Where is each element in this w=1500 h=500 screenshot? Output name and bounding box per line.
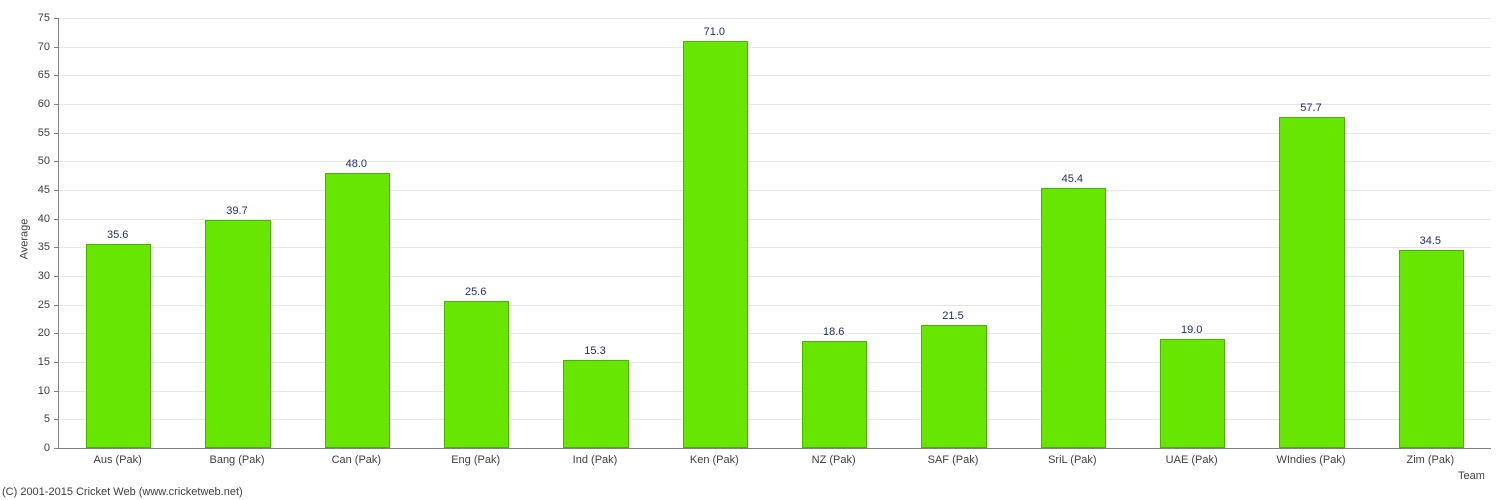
x-tick-label: Eng (Pak) (451, 454, 500, 466)
y-tick (54, 362, 58, 363)
y-tick (54, 276, 58, 277)
gridline (59, 133, 1491, 134)
bar-value-label: 34.5 (1420, 235, 1441, 247)
bar (325, 173, 391, 448)
y-tick-label: 10 (0, 385, 50, 397)
x-tick-label: SriL (Pak) (1048, 454, 1097, 466)
x-tick-label: WIndies (Pak) (1276, 454, 1345, 466)
y-tick (54, 419, 58, 420)
gridline (59, 333, 1491, 334)
x-tick-label: SAF (Pak) (928, 454, 979, 466)
gridline (59, 362, 1491, 363)
x-tick-label: NZ (Pak) (812, 454, 856, 466)
bar-value-label: 57.7 (1300, 102, 1321, 114)
y-tick-label: 70 (0, 41, 50, 53)
bar (86, 244, 152, 448)
y-tick-label: 75 (0, 12, 50, 24)
y-tick (54, 333, 58, 334)
bar-value-label: 25.6 (465, 286, 486, 298)
bar (921, 325, 987, 448)
y-tick (54, 247, 58, 248)
y-tick (54, 161, 58, 162)
gridline (59, 305, 1491, 306)
y-tick (54, 18, 58, 19)
y-tick (54, 448, 58, 449)
bar (444, 301, 510, 448)
y-tick-label: 50 (0, 155, 50, 167)
y-tick-label: 30 (0, 270, 50, 282)
bar-value-label: 35.6 (107, 229, 128, 241)
y-tick (54, 219, 58, 220)
y-tick (54, 47, 58, 48)
y-tick (54, 75, 58, 76)
y-tick-label: 25 (0, 299, 50, 311)
gridline (59, 104, 1491, 105)
x-tick-label: Aus (Pak) (94, 454, 142, 466)
y-tick (54, 391, 58, 392)
x-tick-label: Ind (Pak) (573, 454, 618, 466)
bar-value-label: 39.7 (226, 205, 247, 217)
gridline (59, 276, 1491, 277)
gridline (59, 18, 1491, 19)
copyright-text: (C) 2001-2015 Cricket Web (www.cricketwe… (2, 486, 243, 498)
x-tick-label: UAE (Pak) (1166, 454, 1218, 466)
x-tick-label: Bang (Pak) (209, 454, 264, 466)
y-tick-label: 5 (0, 413, 50, 425)
x-tick-label: Zim (Pak) (1406, 454, 1454, 466)
bar (1160, 339, 1226, 448)
bar (1041, 188, 1107, 448)
gridline (59, 219, 1491, 220)
chart-container: Average Team (C) 2001-2015 Cricket Web (… (0, 0, 1500, 500)
bar (563, 360, 629, 448)
bar-value-label: 15.3 (584, 345, 605, 357)
y-tick (54, 104, 58, 105)
y-tick (54, 190, 58, 191)
gridline (59, 391, 1491, 392)
y-tick-label: 65 (0, 69, 50, 81)
y-tick-label: 60 (0, 98, 50, 110)
x-tick-label: Can (Pak) (332, 454, 382, 466)
y-tick-label: 15 (0, 356, 50, 368)
gridline (59, 247, 1491, 248)
bar (205, 220, 271, 448)
y-tick-label: 55 (0, 127, 50, 139)
gridline (59, 419, 1491, 420)
y-tick-label: 20 (0, 327, 50, 339)
bar (802, 341, 868, 448)
bar (683, 41, 749, 448)
plot-area (58, 18, 1491, 449)
gridline (59, 75, 1491, 76)
bar-value-label: 21.5 (942, 310, 963, 322)
gridline (59, 161, 1491, 162)
gridline (59, 190, 1491, 191)
y-tick-label: 35 (0, 241, 50, 253)
y-tick-label: 0 (0, 442, 50, 454)
x-axis-label: Team (1458, 470, 1485, 482)
gridline (59, 47, 1491, 48)
y-tick-label: 40 (0, 213, 50, 225)
bar-value-label: 71.0 (704, 26, 725, 38)
y-tick (54, 305, 58, 306)
bar-value-label: 48.0 (346, 158, 367, 170)
y-tick-label: 45 (0, 184, 50, 196)
y-tick (54, 133, 58, 134)
bar (1399, 250, 1465, 448)
bar-value-label: 18.6 (823, 326, 844, 338)
bar-value-label: 45.4 (1062, 173, 1083, 185)
x-tick-label: Ken (Pak) (690, 454, 739, 466)
bar-value-label: 19.0 (1181, 324, 1202, 336)
bar (1279, 117, 1345, 448)
